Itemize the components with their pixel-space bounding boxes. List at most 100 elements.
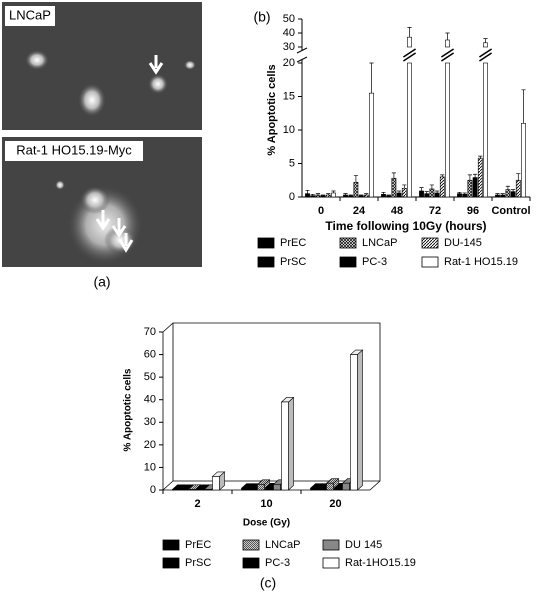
y-tick-label: 15 [283, 90, 295, 102]
legend-label: DU 145 [345, 539, 382, 551]
bar [407, 36, 412, 48]
legend-swatch [421, 237, 439, 249]
error-bar [310, 193, 315, 196]
bar [521, 123, 526, 198]
bar [326, 482, 334, 491]
x-tick-label: 2 [194, 498, 200, 510]
bar-break [440, 48, 455, 62]
error-bar [424, 191, 429, 194]
legend-swatch [322, 557, 340, 569]
bar [429, 188, 435, 198]
error-bar [473, 173, 478, 178]
x-tick-label: 96 [467, 205, 479, 217]
bar [483, 62, 488, 198]
y-tick-label: 20 [144, 439, 156, 451]
legend-label: PrSC [185, 557, 211, 569]
error-bar [516, 173, 521, 181]
bar [350, 354, 358, 491]
legend-swatch [162, 539, 180, 551]
bar [343, 194, 348, 198]
error-bar [419, 187, 424, 191]
error-bar [331, 190, 336, 193]
y-tick-label: 50 [283, 13, 295, 25]
bar [386, 195, 392, 198]
bar [467, 179, 473, 198]
legend-swatch [162, 557, 180, 569]
micrograph-top: LNCaP [2, 2, 202, 130]
bar [445, 39, 450, 48]
bar [334, 487, 342, 491]
y-axis-label: % Apoptotic cells [266, 64, 278, 155]
x-axis-label: Dose (Gy) [243, 518, 290, 529]
error-bar [315, 193, 320, 195]
panel-label: (a) [93, 274, 110, 290]
error-bar [483, 38, 488, 43]
legend-label: LNCaP [265, 539, 300, 551]
bar [358, 195, 364, 198]
bar [310, 487, 318, 491]
error-bar [402, 184, 407, 189]
bar [381, 194, 386, 198]
bar [281, 401, 289, 491]
y-tick-label: 5 [289, 157, 295, 169]
legend-swatch [322, 539, 340, 551]
error-bar [353, 175, 358, 183]
bar [310, 195, 316, 198]
bar [204, 489, 212, 491]
error-bar [495, 193, 500, 195]
bar [241, 487, 249, 491]
bar [265, 487, 273, 491]
error-bar [343, 193, 348, 195]
image-label: Rat-1 HO15.19-Myc [16, 142, 132, 157]
legend-label: DU-145 [444, 237, 482, 249]
bar [396, 192, 402, 198]
error-bar [326, 193, 331, 195]
bar [505, 189, 511, 198]
y-axis-label: % Apoptotic cells [123, 368, 134, 451]
bar [320, 195, 326, 198]
bar [419, 190, 424, 198]
y-tick-label: 40 [283, 27, 295, 39]
bar [348, 195, 354, 198]
error-bar [511, 189, 516, 192]
error-bar [321, 194, 326, 196]
bar-side [288, 396, 294, 491]
bar [257, 484, 265, 491]
error-bar [440, 174, 445, 177]
y-tick-label: 40 [144, 394, 156, 406]
legend-swatch [339, 256, 357, 268]
error-bar [500, 193, 505, 195]
legend-label: Rat-1 HO15.19 [444, 256, 518, 268]
bar [515, 179, 521, 198]
legend-swatch [242, 557, 260, 569]
bar [325, 194, 331, 198]
bar [172, 489, 180, 491]
x-tick-label: Control [491, 205, 530, 217]
error-bar [364, 193, 369, 195]
bar [445, 62, 450, 198]
x-tick-label: 10 [260, 498, 272, 510]
bar-break [402, 48, 417, 62]
legend-label: PrEC [280, 237, 306, 249]
bar [273, 484, 281, 491]
error-bar [445, 32, 450, 40]
error-bar [435, 190, 440, 193]
x-axis-label: Time following 10Gy (hours) [325, 219, 486, 233]
error-bar [429, 184, 434, 189]
error-bar [407, 27, 412, 38]
bar [305, 193, 310, 198]
bar [196, 489, 204, 491]
bar [212, 476, 220, 491]
x-tick-label: 0 [318, 205, 324, 217]
bar [315, 194, 321, 198]
y-tick-label: 50 [144, 371, 156, 383]
error-bar [381, 191, 386, 195]
legend-label: Rat-1HO15.19 [345, 557, 416, 569]
bar [500, 194, 506, 198]
x-tick-label: 24 [353, 205, 366, 217]
legend-swatch [242, 539, 260, 551]
y-tick-label: 0 [150, 484, 156, 496]
y-tick-label: 10 [144, 461, 156, 473]
bar [188, 489, 196, 491]
